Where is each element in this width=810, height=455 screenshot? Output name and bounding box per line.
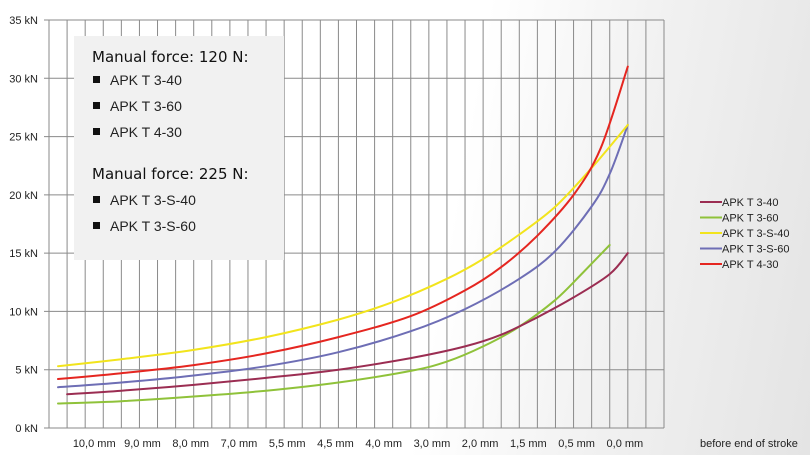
x-axis-suffix: before end of stroke	[700, 438, 798, 450]
legend-entry: APK T 3-40	[722, 197, 778, 209]
info-item: APK T 4-30	[110, 124, 182, 140]
x-tick-label: 2,0 mm	[462, 438, 499, 450]
y-tick-label: 10 kN	[9, 306, 38, 318]
x-tick-label: 4,0 mm	[365, 438, 402, 450]
info-heading-225n: Manual force: 225 N:	[92, 165, 249, 183]
bullet-icon	[93, 102, 100, 109]
series-line-apk-t-3-40	[66, 252, 629, 396]
series-line-apk-t-3-60	[57, 244, 611, 405]
x-tick-label: 0,0 mm	[607, 438, 644, 450]
info-item: APK T 3-40	[110, 72, 182, 88]
x-tick-label: 7,0 mm	[221, 438, 258, 450]
y-axis: 0 kN 5 kN 10 kN 15 kN 20 kN 25 kN 30 kN 35 kN	[9, 15, 38, 435]
y-tick-label: 0 kN	[15, 423, 38, 435]
series-line-apk-t-3-s-60	[57, 123, 629, 389]
info-item: APK T 3-60	[110, 98, 182, 114]
series-line-apk-t-4-30	[57, 65, 629, 380]
info-box-background	[74, 36, 284, 260]
info-heading-120n: Manual force: 120 N:	[92, 48, 249, 66]
legend: APK T 3-40 APK T 3-60 APK T 3-S-40 APK T 3-…	[700, 197, 789, 271]
y-tick-label: 5 kN	[15, 365, 38, 377]
legend-entry: APK T 3-60	[722, 213, 778, 225]
legend-entry: APK T 3-S-40	[722, 228, 789, 240]
x-tick-label: 5,5 mm	[269, 438, 306, 450]
y-tick-label: 25 kN	[9, 132, 38, 144]
y-tick-label: 30 kN	[9, 73, 38, 85]
x-axis: 10,0 mm 9,0 mm 8,0 mm 7,0 mm 5,5 mm 4,5 mm 4,0…	[73, 438, 798, 450]
bullet-icon	[93, 196, 100, 203]
info-item: APK T 3-S-60	[110, 218, 196, 234]
info-group-225n: APK T 3-S-40 APK T 3-S-60	[93, 192, 196, 234]
x-tick-label: 1,5 mm	[510, 438, 547, 450]
x-tick-label: 4,5 mm	[317, 438, 354, 450]
bullet-icon	[93, 128, 100, 135]
bullet-icon	[93, 76, 100, 83]
series-lines	[57, 65, 629, 405]
info-box: Manual force: 120 N: APK T 3-40 APK T 3-6…	[74, 36, 284, 260]
x-tick-label: 8,0 mm	[172, 438, 209, 450]
bullet-icon	[93, 222, 100, 229]
x-tick-label: 0,5 mm	[558, 438, 595, 450]
series-line-apk-t-3-s-40	[57, 123, 629, 368]
x-tick-label: 3,0 mm	[414, 438, 451, 450]
legend-entry: APK T 3-S-60	[722, 244, 789, 256]
y-tick-label: 20 kN	[9, 190, 38, 202]
legend-entry: APK T 4-30	[722, 259, 778, 271]
info-item: APK T 3-S-40	[110, 192, 196, 208]
x-tick-label: 10,0 mm	[73, 438, 116, 450]
info-group-120n: APK T 3-40 APK T 3-60 APK T 4-30	[93, 72, 182, 140]
x-tick-label: 9,0 mm	[124, 438, 161, 450]
y-tick-label: 35 kN	[9, 15, 38, 27]
y-tick-label: 15 kN	[9, 248, 38, 260]
